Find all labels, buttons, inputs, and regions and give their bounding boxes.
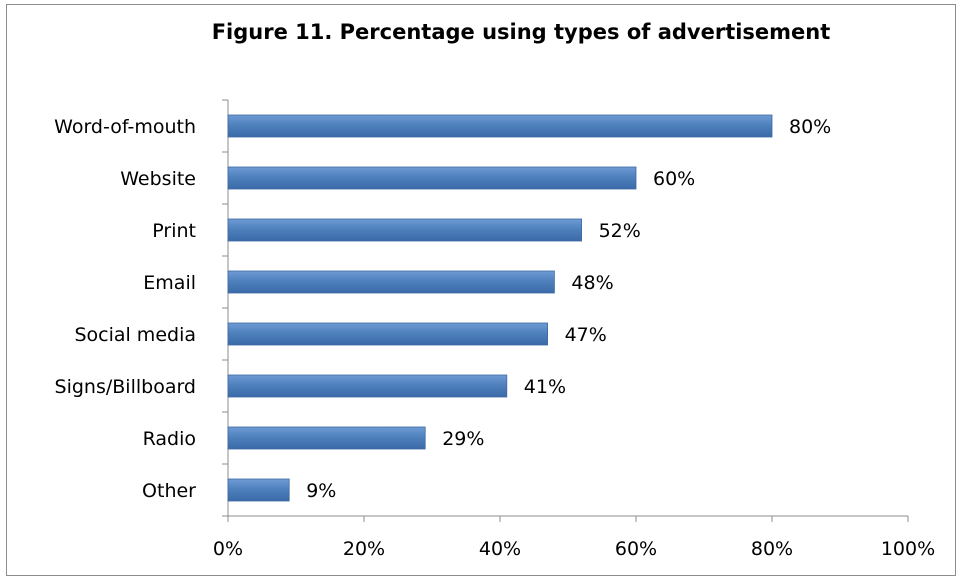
x-tick-label: 100% [881, 538, 935, 560]
category-label: Print [152, 220, 196, 242]
category-label: Word-of-mouth [54, 116, 196, 138]
data-label: 60% [653, 168, 695, 190]
data-label: 47% [565, 324, 607, 346]
bar [227, 218, 583, 242]
plot-area: 0% 20% 40% 60% 80% 100% Word-of-mouth 80% Websit… [54, 99, 935, 560]
data-label: 29% [442, 428, 484, 450]
data-label: 41% [524, 376, 566, 398]
category-label: Website [120, 168, 196, 190]
bar [227, 322, 549, 346]
chart-title: Figure 11. Percentage using types of adv… [212, 20, 831, 44]
category-label: Other [142, 480, 196, 502]
x-tick-label: 0% [213, 538, 243, 560]
category-label: Signs/Billboard [55, 376, 196, 398]
x-tick-label: 60% [615, 538, 657, 560]
bar [227, 478, 290, 502]
x-tick-label: 80% [751, 538, 793, 560]
x-tick-label: 40% [479, 538, 521, 560]
category-label: Email [143, 272, 196, 294]
bar [227, 426, 426, 450]
bar [227, 166, 637, 190]
bar [227, 114, 773, 138]
x-tick-label: 20% [343, 538, 385, 560]
bar [227, 270, 555, 294]
category-label: Social media [74, 324, 196, 346]
category-label: Radio [143, 428, 196, 450]
data-label: 52% [599, 220, 641, 242]
data-label: 9% [306, 480, 336, 502]
bar [227, 374, 508, 398]
data-label: 80% [789, 116, 831, 138]
data-label: 48% [571, 272, 613, 294]
